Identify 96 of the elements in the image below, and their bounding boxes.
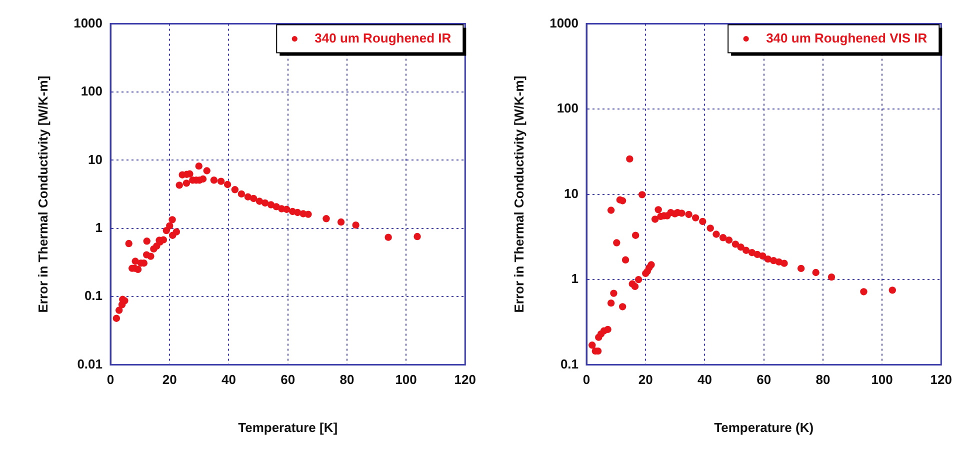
y-tick-label: 1000 bbox=[74, 15, 103, 30]
point bbox=[210, 176, 218, 184]
point bbox=[352, 221, 360, 229]
point bbox=[648, 261, 655, 268]
point bbox=[626, 155, 634, 163]
point bbox=[125, 240, 132, 248]
point bbox=[231, 186, 239, 194]
point bbox=[632, 232, 640, 239]
point bbox=[224, 180, 232, 188]
point bbox=[860, 288, 868, 296]
y-tick-label: 0.01 bbox=[77, 356, 103, 372]
y-axis-title: Error in Thermal Conductivity [W/K-m] bbox=[511, 76, 526, 313]
point bbox=[283, 206, 290, 213]
point bbox=[294, 208, 302, 216]
x-tick-label: 100 bbox=[395, 372, 417, 388]
point bbox=[622, 256, 630, 264]
x-tick-label: 80 bbox=[340, 372, 354, 388]
y-tick-label: 100 bbox=[80, 84, 103, 99]
legend-label: 340 um Roughened VIS IR bbox=[766, 30, 928, 46]
point bbox=[692, 214, 700, 222]
point bbox=[588, 342, 596, 349]
point bbox=[261, 199, 269, 207]
point bbox=[176, 182, 183, 189]
y-tick-label: 0.1 bbox=[84, 288, 103, 304]
point bbox=[737, 244, 744, 251]
y-tick-label: 0.1 bbox=[560, 356, 579, 372]
point bbox=[182, 180, 190, 187]
point bbox=[613, 239, 620, 246]
point bbox=[732, 240, 740, 248]
point bbox=[719, 234, 727, 242]
x-tick-label: 40 bbox=[221, 372, 236, 388]
point bbox=[134, 266, 142, 274]
point bbox=[651, 216, 659, 223]
point bbox=[759, 252, 766, 260]
x-tick-label: 0 bbox=[106, 372, 114, 388]
point bbox=[685, 210, 692, 218]
point bbox=[322, 215, 330, 222]
point bbox=[618, 303, 626, 310]
point bbox=[607, 299, 615, 307]
point bbox=[172, 228, 180, 236]
point bbox=[250, 194, 258, 202]
point bbox=[195, 162, 202, 170]
point bbox=[132, 258, 139, 265]
x-tick-label: 20 bbox=[638, 372, 653, 388]
point bbox=[384, 234, 392, 241]
point bbox=[678, 210, 686, 217]
point bbox=[797, 264, 805, 272]
point bbox=[337, 218, 345, 226]
x-axis-title: Temperature [K] bbox=[238, 420, 338, 435]
point bbox=[304, 210, 312, 218]
x-tick-label: 40 bbox=[697, 372, 712, 388]
x-tick-label: 60 bbox=[756, 372, 772, 388]
point bbox=[168, 216, 176, 224]
point bbox=[638, 191, 646, 198]
point bbox=[112, 314, 120, 322]
legend-label: 340 um Roughened IR bbox=[314, 30, 452, 46]
point bbox=[115, 306, 123, 314]
y-tick-label: 1 bbox=[571, 271, 579, 286]
x-axis-title: Temperature (K) bbox=[714, 420, 814, 435]
point bbox=[414, 232, 421, 240]
point bbox=[604, 326, 612, 334]
x-tick-label: 120 bbox=[930, 372, 952, 388]
point bbox=[712, 230, 720, 238]
point bbox=[143, 238, 150, 245]
point bbox=[828, 273, 836, 281]
point bbox=[147, 252, 154, 260]
point bbox=[634, 276, 642, 284]
point bbox=[238, 190, 246, 198]
point bbox=[199, 175, 207, 183]
point bbox=[166, 222, 174, 230]
x-tick-label: 0 bbox=[582, 372, 590, 388]
point bbox=[888, 286, 896, 294]
y-tick-label: 10 bbox=[88, 152, 103, 167]
point bbox=[699, 218, 706, 226]
point bbox=[706, 224, 714, 232]
point bbox=[607, 206, 615, 214]
point bbox=[631, 282, 639, 290]
y-axis-title: Error in Thermal Conductivity [W/K-m] bbox=[35, 76, 50, 313]
point bbox=[725, 236, 733, 244]
y-tick-label: 1 bbox=[95, 220, 103, 235]
point bbox=[812, 268, 820, 276]
x-tick-label: 20 bbox=[162, 372, 177, 388]
y-tick-label: 1000 bbox=[550, 15, 579, 30]
point bbox=[654, 206, 662, 214]
x-tick-label: 100 bbox=[871, 372, 893, 388]
x-tick-label: 60 bbox=[280, 372, 296, 388]
point bbox=[217, 178, 225, 185]
y-tick-label: 100 bbox=[556, 100, 579, 116]
point bbox=[742, 246, 750, 254]
point bbox=[610, 290, 618, 297]
x-tick-label: 80 bbox=[816, 372, 830, 388]
y-tick-label: 10 bbox=[564, 186, 579, 201]
point bbox=[203, 167, 210, 174]
point bbox=[256, 198, 264, 205]
x-tick-label: 120 bbox=[454, 372, 476, 388]
point bbox=[780, 260, 788, 267]
